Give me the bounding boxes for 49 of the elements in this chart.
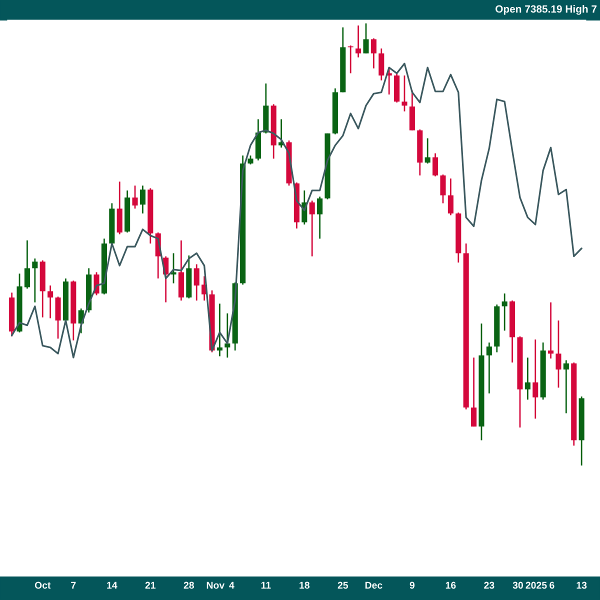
candlestick bbox=[378, 48, 384, 82]
candlestick bbox=[448, 178, 454, 216]
text: Open 7385.19 High 7 bbox=[496, 5, 597, 15]
x-tick-label: 4 bbox=[229, 582, 234, 589]
candlestick bbox=[532, 338, 538, 420]
candlestick bbox=[363, 22, 369, 54]
candlestick bbox=[216, 302, 222, 357]
candlestick bbox=[471, 356, 477, 428]
x-tick-label: 21 bbox=[145, 582, 156, 589]
candlestick bbox=[424, 138, 430, 164]
x-tick-label: 23 bbox=[484, 582, 494, 589]
candlestick bbox=[317, 196, 323, 240]
x-tick-label: Dec bbox=[365, 582, 382, 589]
x-tick-label: 2025 bbox=[526, 582, 547, 589]
candlestick bbox=[132, 184, 138, 210]
x-tick-label: Oct bbox=[34, 582, 51, 589]
candlestick bbox=[24, 240, 30, 290]
candlestick bbox=[548, 302, 554, 360]
x-tick-label: 16 bbox=[446, 582, 456, 589]
x-tick-label: 28 bbox=[184, 582, 194, 589]
x-tick-label: 6 bbox=[550, 582, 554, 589]
x-tick-label: 7 bbox=[71, 582, 76, 589]
candlestick bbox=[409, 90, 415, 132]
candlestick bbox=[440, 174, 446, 204]
x-tick-label: 25 bbox=[338, 582, 348, 589]
x-tick-label: 13 bbox=[576, 582, 587, 589]
candlestick bbox=[556, 320, 562, 388]
candlestick bbox=[48, 284, 54, 319]
candlestick bbox=[402, 74, 408, 112]
x-tick-label: 11 bbox=[261, 582, 271, 589]
x-tick-label: 9 bbox=[410, 582, 415, 589]
candlestick bbox=[32, 258, 38, 304]
candlestick bbox=[224, 312, 230, 358]
x-tick-label: Nov bbox=[206, 582, 225, 589]
candlestick bbox=[356, 24, 362, 58]
candlestick bbox=[563, 360, 569, 414]
candlestick bbox=[140, 184, 146, 214]
candlestick bbox=[116, 180, 122, 235]
candlestick bbox=[55, 296, 61, 340]
candlestick bbox=[502, 292, 508, 332]
candlestick bbox=[432, 152, 438, 178]
x-tick-label: 14 bbox=[107, 582, 118, 589]
candlestick bbox=[194, 264, 200, 302]
x-tick-label: 30 bbox=[512, 582, 523, 589]
candlestick bbox=[370, 38, 376, 70]
candlestick bbox=[486, 342, 492, 394]
x-tick-label: 18 bbox=[300, 582, 310, 589]
candlestick bbox=[309, 200, 315, 258]
candlestick bbox=[524, 356, 530, 400]
